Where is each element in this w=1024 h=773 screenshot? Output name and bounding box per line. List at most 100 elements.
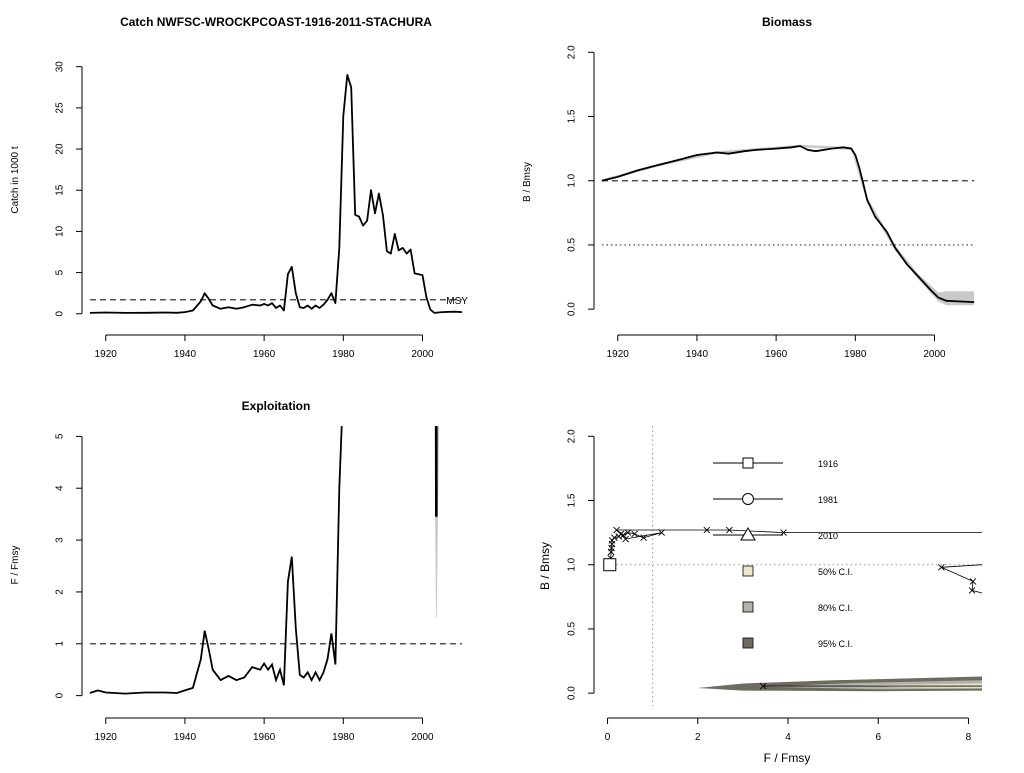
expl-x-tick-label: 2000 <box>411 732 434 743</box>
exploitation-series-line-0 <box>89 426 343 695</box>
legend-label: 95% C.I. <box>818 639 853 649</box>
legend-label: 2010 <box>818 531 838 541</box>
catch-title: Catch NWFSC-WROCKPCOAST-1916-2011-STACHU… <box>120 15 432 29</box>
kobe-point <box>759 682 767 690</box>
kobe-panel: B / Bmsy F / Fmsy 0 2 4 6 8 0.0 0.5 1.0 1.5 2.0 1… <box>538 426 982 765</box>
catch-y-tick-label: 25 <box>55 102 66 114</box>
legend-swatch <box>742 601 754 613</box>
msy-label: MSY <box>446 296 468 307</box>
catch-y-tick-label: 30 <box>55 61 66 73</box>
exploitation-ylabel: F / Fmsy <box>10 546 21 585</box>
catch-x-tick-label: 1940 <box>174 349 197 360</box>
kobe-legend-item: 1981 <box>713 493 838 505</box>
kobe-ylabel: B / Bmsy <box>538 542 552 590</box>
expl-y-tick-label: 1 <box>55 641 66 647</box>
exploitation-plot-area: 1920 1940 1960 1980 2000 0 1 2 3 4 5 <box>55 426 463 743</box>
catch-y-tick-label: 10 <box>55 225 66 237</box>
kobe-plot-area: 0 2 4 6 8 0.0 0.5 1.0 1.5 2.0 <box>567 426 982 743</box>
kobe-legend-item: 1916 <box>713 457 838 469</box>
expl-y-tick-label: 2 <box>55 589 66 595</box>
kobe-x-tick-label: 2 <box>695 732 701 743</box>
expl-x-tick-label: 1920 <box>95 732 118 743</box>
catch-y-tick-label: 20 <box>55 143 66 155</box>
biomass-x-tick-label: 2000 <box>923 349 946 360</box>
expl-y-tick-label: 5 <box>55 433 66 439</box>
kobe-point <box>622 535 629 543</box>
expl-y-tick-label: 4 <box>55 485 66 491</box>
kobe-legend-item: 50% C.I. <box>742 565 853 577</box>
biomass-x-tick-label: 1940 <box>686 349 709 360</box>
legend-label: 1981 <box>818 495 838 505</box>
catch-y-tick-label: 5 <box>55 269 66 275</box>
kobe-legend-item: 2010 <box>713 527 838 541</box>
legend-circle-marker <box>742 493 754 505</box>
biomass-x-tick-label: 1960 <box>765 349 788 360</box>
kobe-y-tick-label: 1.0 <box>567 557 578 571</box>
legend-square-marker <box>742 457 754 469</box>
catch-x-tick-label: 2000 <box>411 349 434 360</box>
biomass-series-line <box>601 145 975 303</box>
catch-ylabel: Catch in 1000 t <box>10 146 21 213</box>
kobe-xlabel: F / Fmsy <box>764 751 811 765</box>
kobe-point <box>969 578 977 585</box>
biomass-plot-area: 1920 1940 1960 1980 2000 0.0 0.5 1.0 1.5 2.0 <box>567 45 975 360</box>
biomass-ylabel: B / Bmsy <box>522 162 533 202</box>
biomass-y-tick-label: 1.0 <box>567 173 578 187</box>
legend-swatch <box>742 565 754 577</box>
kobe-x-tick-label: 8 <box>966 732 972 743</box>
kobe-point <box>610 534 618 542</box>
catch-x-tick-label: 1980 <box>332 349 355 360</box>
catch-plot-area: 1920 1940 1960 1980 2000 0 5 10 15 20 25 30 MSY <box>55 61 469 360</box>
biomass-x-tick-label: 1980 <box>844 349 867 360</box>
kobe-x-tick-label: 0 <box>605 732 611 743</box>
legend-label: 1916 <box>818 459 838 469</box>
kobe-point <box>968 587 976 594</box>
kobe-point <box>658 529 665 536</box>
legend-label: 80% C.I. <box>818 603 853 613</box>
kobe-y-tick-label: 2.0 <box>567 429 578 443</box>
kobe-x-tick-label: 6 <box>875 732 881 743</box>
kobe-point <box>613 526 620 534</box>
biomass-y-tick-label: 0.5 <box>567 238 578 252</box>
kobe-point <box>624 529 632 536</box>
kobe-point <box>620 531 627 539</box>
expl-y-tick-label: 3 <box>55 537 66 543</box>
kobe-y-tick-label: 0.0 <box>567 686 578 700</box>
biomass-x-tick-label: 1920 <box>607 349 630 360</box>
kobe-point <box>640 534 647 542</box>
kobe-legend: 1916 1981 2010 50% C.I. 80% C.I. 95% C.I. <box>713 457 853 649</box>
kobe-start-marker <box>603 558 617 572</box>
exploitation-panel: Exploitation F / Fmsy 1920 1940 1960 1980 20… <box>10 399 463 743</box>
biomass-panel: Biomass B / Bmsy 1920 1940 1960 1980 2000 0.0… <box>522 15 975 360</box>
biomass-ci-band <box>601 144 975 306</box>
biomass-title: Biomass <box>762 15 812 29</box>
kobe-point <box>726 526 733 534</box>
biomass-y-tick-label: 1.5 <box>567 109 578 123</box>
kobe-y-tick-label: 1.5 <box>567 493 578 507</box>
kobe-trajectory <box>609 529 982 565</box>
catch-x-tick-label: 1920 <box>95 349 118 360</box>
kobe-point <box>703 526 711 534</box>
kobe-legend-item: 95% C.I. <box>742 637 853 649</box>
legend-swatch <box>742 637 754 649</box>
biomass-y-tick-label: 0.0 <box>567 302 578 316</box>
catch-y-tick-label: 0 <box>55 311 66 317</box>
kobe-y-tick-label: 0.5 <box>567 622 578 636</box>
kobe-x-tick-label: 4 <box>785 732 791 743</box>
catch-y-tick-label: 15 <box>55 184 66 196</box>
kobe-point <box>938 563 945 571</box>
legend-triangle-marker <box>740 527 756 541</box>
kobe-point <box>631 530 638 538</box>
expl-y-tick-label: 0 <box>55 692 66 698</box>
exploitation-title: Exploitation <box>242 399 311 413</box>
catch-panel: Catch NWFSC-WROCKPCOAST-1916-2011-STACHU… <box>10 15 468 360</box>
expl-x-tick-label: 1940 <box>174 732 197 743</box>
kobe-legend-item: 80% C.I. <box>742 601 853 613</box>
catch-series-line <box>89 74 463 314</box>
expl-x-tick-label: 1960 <box>253 732 276 743</box>
legend-label: 50% C.I. <box>818 567 853 577</box>
biomass-y-tick-label: 2.0 <box>567 45 578 59</box>
expl-x-tick-label: 1980 <box>332 732 355 743</box>
